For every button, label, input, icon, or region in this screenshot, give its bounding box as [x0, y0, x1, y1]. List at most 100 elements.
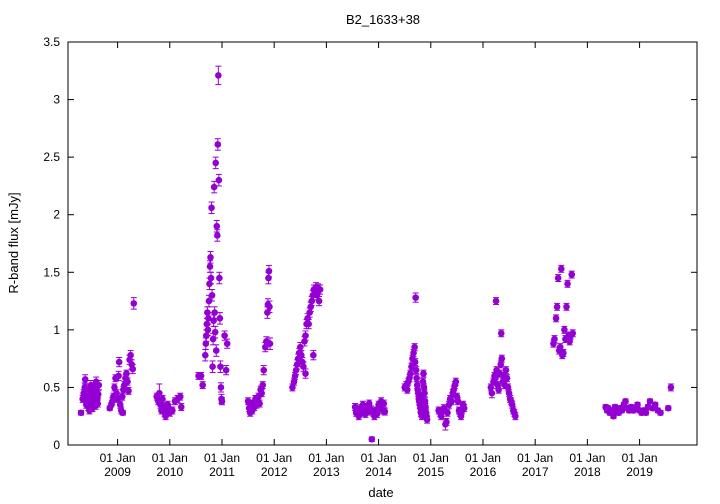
- data-point: [205, 315, 212, 322]
- data-point: [410, 349, 417, 357]
- data-point: [169, 407, 176, 414]
- chart-title: B2_1633+38: [346, 12, 420, 27]
- data-point: [664, 404, 672, 412]
- data-point: [207, 254, 214, 261]
- data-point: [651, 401, 659, 409]
- data-point: [552, 315, 560, 322]
- x-tick-label: 01 Jan: [256, 451, 292, 465]
- data-point: [454, 397, 462, 405]
- data-point: [646, 397, 654, 405]
- data-point: [308, 297, 316, 305]
- data-point: [622, 397, 629, 405]
- x-tick-label: 01 Jan: [361, 451, 397, 465]
- x-tick-year-label: 2015: [417, 465, 444, 479]
- data-point: [634, 401, 641, 409]
- data-point: [205, 297, 213, 305]
- data-point: [307, 303, 315, 311]
- data-point: [306, 309, 313, 316]
- data-point: [222, 366, 230, 374]
- data-point: [216, 315, 224, 322]
- x-tick-label: 01 Jan: [413, 451, 449, 465]
- data-point: [119, 409, 127, 417]
- data-point: [129, 365, 137, 373]
- data-point: [553, 303, 561, 311]
- data-point: [420, 370, 427, 377]
- data-point: [566, 338, 573, 345]
- data-point: [213, 232, 221, 239]
- data-point: [505, 389, 513, 397]
- data-point: [201, 351, 209, 359]
- data-point: [199, 381, 206, 389]
- data-point: [448, 397, 455, 405]
- data-point: [256, 400, 263, 407]
- data-point: [216, 274, 223, 282]
- x-tick-label: 01 Jan: [204, 451, 240, 465]
- data-point: [488, 389, 496, 397]
- data-points: [77, 65, 675, 443]
- x-tick-label: 01 Jan: [152, 451, 188, 465]
- data-point: [125, 387, 132, 395]
- data-point: [498, 355, 506, 362]
- x-tick-label: 01 Jan: [100, 451, 136, 465]
- data-point: [217, 363, 224, 371]
- y-tick-label: 2.5: [43, 150, 60, 164]
- data-point: [457, 412, 465, 420]
- data-point: [265, 274, 272, 282]
- data-point: [618, 407, 626, 414]
- data-point: [419, 378, 427, 385]
- x-tick-label: 01 Jan: [308, 451, 344, 465]
- data-point: [373, 410, 381, 418]
- data-point: [258, 389, 265, 397]
- data-point: [437, 412, 445, 420]
- data-point: [492, 297, 500, 305]
- x-tick-year-label: 2016: [470, 465, 497, 479]
- data-point: [412, 366, 420, 374]
- data-point: [411, 343, 418, 351]
- data-point: [123, 370, 130, 377]
- data-point: [305, 320, 312, 328]
- data-point: [156, 389, 163, 397]
- data-point: [211, 328, 219, 336]
- data-point: [212, 159, 220, 167]
- data-point: [667, 384, 675, 391]
- data-point: [302, 332, 309, 339]
- x-tick-year-label: 2011: [209, 465, 235, 479]
- x-tick-year-label: 2019: [626, 465, 653, 479]
- data-point: [213, 222, 221, 230]
- y-tick-label: 3.5: [43, 35, 60, 49]
- data-point: [206, 263, 214, 270]
- data-point: [218, 397, 226, 405]
- data-point: [223, 340, 231, 347]
- data-point: [411, 358, 419, 366]
- y-tick-label: 0.5: [43, 380, 60, 394]
- x-tick-year-label: 2017: [522, 465, 549, 479]
- data-point: [503, 374, 511, 382]
- data-point: [118, 393, 126, 400]
- data-point: [413, 374, 420, 382]
- data-point: [212, 347, 220, 354]
- data-point: [444, 409, 451, 417]
- data-point: [422, 403, 429, 411]
- data-point: [315, 297, 323, 305]
- x-tick-year-label: 2012: [261, 465, 288, 479]
- data-point: [560, 349, 567, 357]
- data-point: [210, 183, 218, 191]
- data-point: [221, 332, 228, 339]
- data-point: [568, 271, 576, 278]
- data-point: [113, 389, 120, 397]
- data-point: [316, 286, 324, 293]
- data-point: [563, 303, 570, 311]
- x-tick-label: 01 Jan: [622, 451, 658, 465]
- data-point: [300, 363, 307, 371]
- data-point: [197, 372, 205, 380]
- data-point: [77, 409, 85, 417]
- x-tick-year-label: 2018: [574, 465, 601, 479]
- data-point: [211, 309, 218, 316]
- data-point: [115, 358, 123, 366]
- data-point: [407, 370, 414, 377]
- data-point: [495, 386, 502, 394]
- data-point: [215, 176, 223, 184]
- data-point: [115, 372, 122, 380]
- data-point: [130, 300, 138, 307]
- data-point: [380, 400, 388, 407]
